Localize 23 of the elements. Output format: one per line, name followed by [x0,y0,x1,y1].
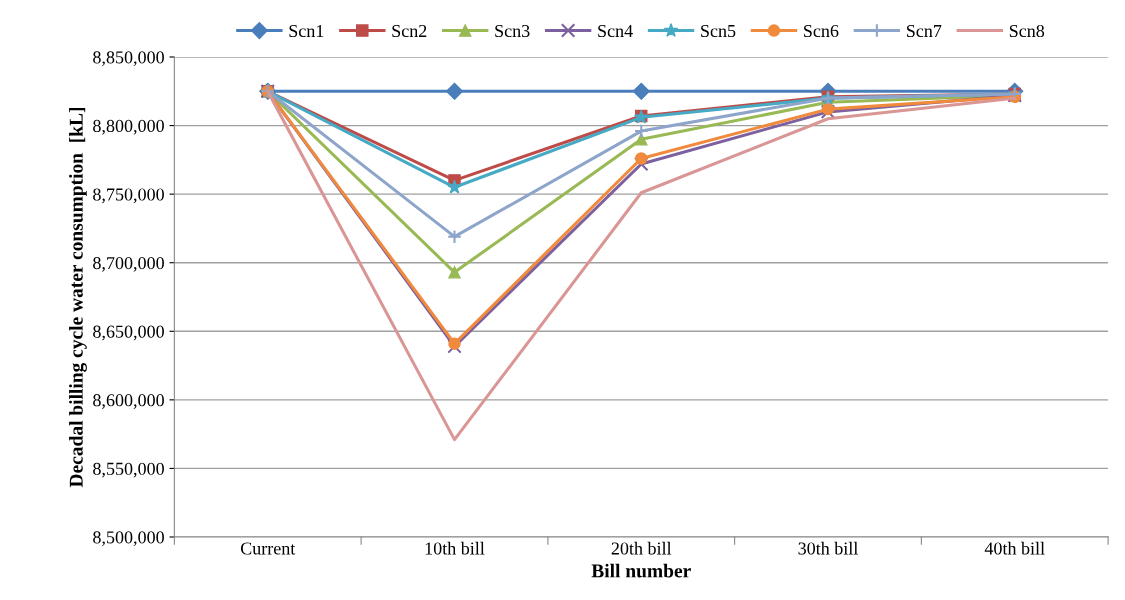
legend-label: Scn6 [804,24,839,38]
y-tick-label: 8,650,000 [93,325,164,341]
y-tick-label: 8,550,000 [93,462,164,478]
y-tick-label: 8,700,000 [93,256,164,272]
y-tick-label: 8,800,000 [93,119,164,135]
legend-label: Scn7 [906,24,942,38]
legend-label: Scn5 [701,24,736,38]
y-axis-title: Decadal billing cycle water consumption [kL] [69,107,87,488]
legend-label: Scn4 [598,24,633,38]
y-tick-label: 8,850,000 [93,51,164,67]
x-tick-label: 20th bill [611,541,672,555]
y-tick-label: 8,750,000 [93,188,164,204]
y-tick-label: 8,600,000 [93,394,164,409]
legend-label: Scn1 [289,24,324,38]
x-tick-label: 10th bill [425,541,485,555]
legend-label: Scn3 [495,24,530,38]
legend-label: Scn8 [1009,24,1045,38]
x-tick-label: Current [240,542,296,555]
y-tick-label: 8,500,000 [93,531,164,547]
x-tick-label: 40th bill [984,541,1045,555]
x-tick-label: 30th bill [798,541,858,555]
x-axis-title: Bill number [591,563,691,578]
legend-label: Scn2 [392,24,427,38]
